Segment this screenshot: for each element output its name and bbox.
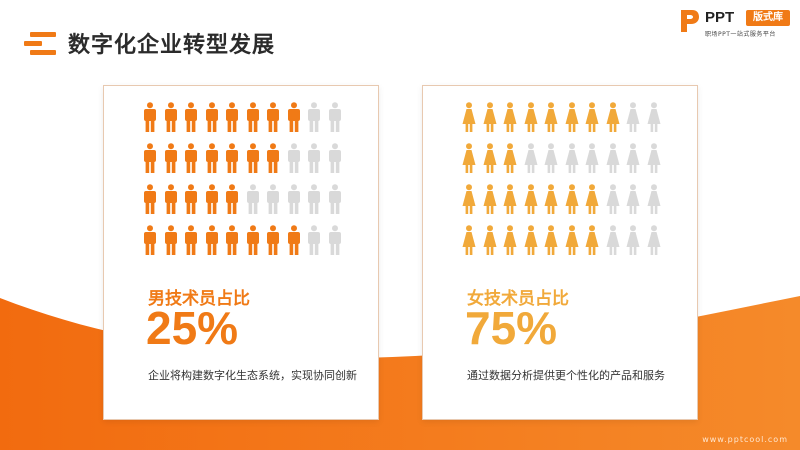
female-person-icon — [585, 102, 599, 132]
male-person-icon — [185, 102, 197, 132]
female-person-icon — [524, 225, 537, 255]
header-menu-icon — [24, 30, 56, 56]
female-person-icon — [483, 184, 496, 214]
female-person-icon — [544, 143, 558, 173]
male-person-icon — [185, 143, 197, 173]
female-icon-grid — [461, 102, 661, 266]
female-person-icon — [544, 225, 558, 255]
female-person-icon — [483, 143, 496, 173]
male-person-icon — [267, 143, 279, 173]
female-person-icon — [647, 184, 660, 214]
female-person-icon — [462, 102, 476, 132]
male-person-icon — [246, 225, 259, 255]
page-title: 数字化企业转型发展 — [68, 33, 276, 58]
male-person-icon — [164, 143, 177, 173]
male-person-icon — [287, 102, 300, 132]
female-person-icon — [626, 143, 640, 173]
male-stat-percent: 25% — [146, 302, 239, 354]
male-person-icon — [185, 184, 197, 214]
female-person-icon — [565, 225, 578, 255]
female-person-icon — [606, 143, 619, 173]
logo-tagline: 职场PPT一站式服务平台 — [705, 31, 776, 38]
male-person-icon — [164, 184, 177, 214]
female-person-icon — [606, 225, 619, 255]
female-person-icon — [647, 225, 660, 255]
female-person-icon — [647, 143, 660, 173]
female-person-icon — [565, 102, 578, 132]
logo-brand-text: PPT — [705, 9, 735, 26]
female-person-icon — [565, 143, 578, 173]
female-person-icon — [606, 184, 619, 214]
female-person-icon — [544, 184, 558, 214]
male-person-icon — [246, 102, 259, 132]
female-person-icon — [647, 102, 660, 132]
female-person-icon — [606, 102, 619, 132]
female-person-icon — [503, 225, 517, 255]
female-person-icon — [503, 143, 517, 173]
male-person-icon — [164, 225, 177, 255]
female-person-icon — [585, 143, 599, 173]
logo-mark-icon — [681, 10, 699, 32]
male-person-icon — [144, 143, 156, 173]
footer-url: www.pptcool.com — [702, 435, 788, 444]
male-icon-grid — [142, 102, 342, 266]
male-person-icon — [328, 184, 341, 214]
female-person-icon — [503, 102, 517, 132]
female-stat-description: 通过数据分析提供更个性化的产品和服务 — [467, 369, 665, 382]
male-person-icon — [328, 143, 341, 173]
male-person-icon — [328, 102, 341, 132]
male-person-icon — [185, 225, 197, 255]
male-person-icon — [308, 143, 320, 173]
male-person-icon — [308, 184, 320, 214]
male-person-icon — [226, 102, 238, 132]
male-person-icon — [287, 143, 300, 173]
female-person-icon — [462, 225, 476, 255]
female-person-icon — [585, 184, 599, 214]
female-person-icon — [544, 102, 558, 132]
brand-logo: PPT 版式库 职场PPT一站式服务平台 — [678, 8, 794, 38]
male-person-icon — [205, 102, 218, 132]
male-stat-label: 男技术员占比 — [148, 289, 250, 309]
female-stat-label: 女技术员占比 — [467, 289, 569, 309]
male-person-icon — [267, 102, 279, 132]
male-person-icon — [308, 102, 320, 132]
male-person-icon — [205, 225, 218, 255]
male-person-icon — [246, 184, 259, 214]
male-stat-card: 男技术员占比 25% 企业将构建数字化生态系统，实现协同创新 — [103, 85, 379, 420]
male-person-icon — [308, 225, 320, 255]
female-person-icon — [483, 102, 496, 132]
female-person-icon — [462, 143, 476, 173]
male-person-icon — [267, 225, 279, 255]
female-person-icon — [585, 225, 599, 255]
male-person-icon — [226, 225, 238, 255]
female-stat-percent: 75% — [465, 302, 558, 354]
logo-badge: 版式库 — [746, 10, 790, 26]
male-person-icon — [144, 102, 156, 132]
female-person-icon — [626, 102, 640, 132]
male-person-icon — [205, 143, 218, 173]
female-person-icon — [626, 225, 640, 255]
male-person-icon — [226, 184, 238, 214]
male-person-icon — [144, 184, 156, 214]
female-person-icon — [503, 184, 517, 214]
male-person-icon — [328, 225, 341, 255]
male-person-icon — [287, 184, 300, 214]
male-person-icon — [144, 225, 156, 255]
male-person-icon — [164, 102, 177, 132]
male-person-icon — [267, 184, 279, 214]
male-stat-description: 企业将构建数字化生态系统，实现协同创新 — [148, 369, 357, 382]
female-person-icon — [524, 102, 537, 132]
male-person-icon — [226, 143, 238, 173]
female-stat-card: 女技术员占比 75% 通过数据分析提供更个性化的产品和服务 — [422, 85, 698, 420]
female-person-icon — [483, 225, 496, 255]
female-person-icon — [524, 143, 537, 173]
male-person-icon — [287, 225, 300, 255]
female-person-icon — [462, 184, 476, 214]
male-person-icon — [246, 143, 259, 173]
female-person-icon — [524, 184, 537, 214]
male-person-icon — [205, 184, 218, 214]
female-person-icon — [626, 184, 640, 214]
female-person-icon — [565, 184, 578, 214]
